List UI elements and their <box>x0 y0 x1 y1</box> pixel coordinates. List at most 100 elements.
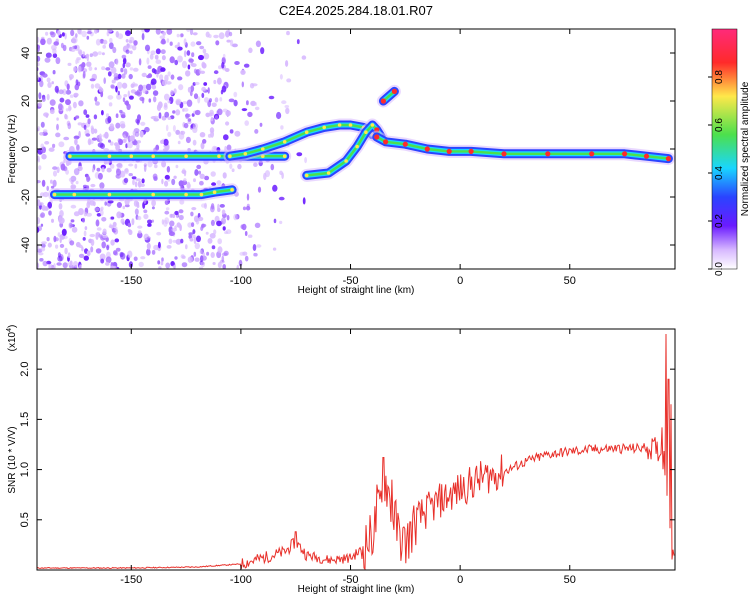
noise-dot <box>90 183 96 188</box>
track-point <box>545 151 551 157</box>
noise-dot <box>164 180 169 187</box>
spectrogram-y-tick-label: 0 <box>20 146 32 152</box>
noise-dot <box>280 125 284 130</box>
noise-dot <box>108 102 113 107</box>
noise-dot <box>209 109 214 115</box>
noise-dot <box>188 234 192 239</box>
noise-dot <box>129 67 134 71</box>
noise-dot <box>43 112 49 117</box>
noise-dot <box>55 244 59 249</box>
noise-dot <box>163 138 169 146</box>
noise-dot <box>123 68 128 75</box>
noise-dot <box>203 82 208 86</box>
noise-dot <box>95 219 100 227</box>
noise-dot <box>201 92 205 98</box>
noise-dot <box>94 101 100 106</box>
snr-x-tick-label: -100 <box>230 574 252 586</box>
noise-dot <box>141 33 145 41</box>
noise-dot <box>281 100 287 105</box>
track-point <box>402 141 408 147</box>
noise-dot <box>147 219 153 224</box>
noise-dot <box>65 115 69 120</box>
noise-dot <box>57 255 63 262</box>
noise-dot <box>217 238 222 245</box>
track-point <box>337 123 342 127</box>
noise-dot <box>175 98 182 105</box>
noise-dot <box>58 203 63 210</box>
noise-dot <box>219 204 225 208</box>
noise-dot <box>210 117 214 122</box>
track-point <box>72 192 77 197</box>
noise-dot <box>136 119 140 126</box>
noise-dot <box>241 108 248 112</box>
spectrogram-y-tick-label: -20 <box>20 189 32 205</box>
noise-dot <box>97 142 104 148</box>
noise-dot <box>215 40 220 46</box>
noise-dot <box>199 180 204 186</box>
track-point <box>212 190 217 194</box>
noise-dot <box>94 29 98 34</box>
noise-dot <box>156 70 160 75</box>
noise-dot <box>54 85 59 93</box>
noise-dot <box>114 226 118 232</box>
noise-dot <box>242 251 248 256</box>
noise-dot <box>296 39 300 45</box>
noise-dot <box>97 172 103 180</box>
noise-dot <box>151 249 156 255</box>
noise-dot <box>197 96 201 104</box>
track-point <box>68 154 72 158</box>
track-point <box>107 154 112 158</box>
noise-dot <box>70 48 76 52</box>
noise-dot <box>67 122 72 130</box>
noise-dot <box>118 138 123 146</box>
noise-dot <box>253 162 258 167</box>
noise-dot <box>107 116 112 124</box>
track-point <box>643 153 650 159</box>
noise-dot <box>103 77 106 84</box>
noise-dot <box>221 85 227 93</box>
colorbar-ticks: 0.0 0.2 0.4 0.6 0.8 <box>708 70 725 276</box>
noise-dot <box>104 131 109 139</box>
noise-dot <box>45 31 49 36</box>
noise-dot <box>164 174 170 180</box>
noise-dot <box>132 179 135 186</box>
noise-dot <box>240 224 245 229</box>
noise-dot <box>161 55 166 61</box>
noise-dot <box>37 75 40 81</box>
noise-dot <box>160 139 164 144</box>
noise-dot <box>147 223 152 227</box>
track-point <box>348 123 353 127</box>
noise-dot <box>105 262 110 266</box>
noise-dot <box>181 255 186 259</box>
noise-dot <box>37 155 40 161</box>
noise-dot <box>252 244 257 251</box>
noise-dot <box>223 134 229 141</box>
noise-dot <box>167 131 172 137</box>
noise-dot <box>68 177 73 182</box>
noise-dot <box>93 207 100 212</box>
noise-dot <box>78 264 82 269</box>
noise-dot <box>110 239 115 246</box>
track-point <box>468 148 474 154</box>
noise-dot <box>229 163 233 170</box>
noise-dot <box>49 109 55 115</box>
noise-dot <box>196 235 201 243</box>
noise-dot <box>55 132 61 138</box>
noise-dot <box>120 114 126 119</box>
noise-dot <box>64 247 68 255</box>
noise-dot <box>217 77 222 85</box>
noise-dot <box>187 256 193 263</box>
noise-dot <box>53 170 57 177</box>
noise-dot <box>296 152 303 157</box>
noise-dot <box>243 63 250 68</box>
noise-dot <box>78 100 84 107</box>
noise-dot <box>192 32 198 36</box>
noise-dot <box>168 238 173 244</box>
noise-dot <box>73 261 78 268</box>
noise-dot <box>115 122 121 129</box>
noise-dot <box>37 55 41 62</box>
spectral-tracks <box>48 84 675 202</box>
noise-dot <box>56 262 62 266</box>
noise-dot <box>180 33 184 37</box>
noise-dot <box>50 31 56 38</box>
